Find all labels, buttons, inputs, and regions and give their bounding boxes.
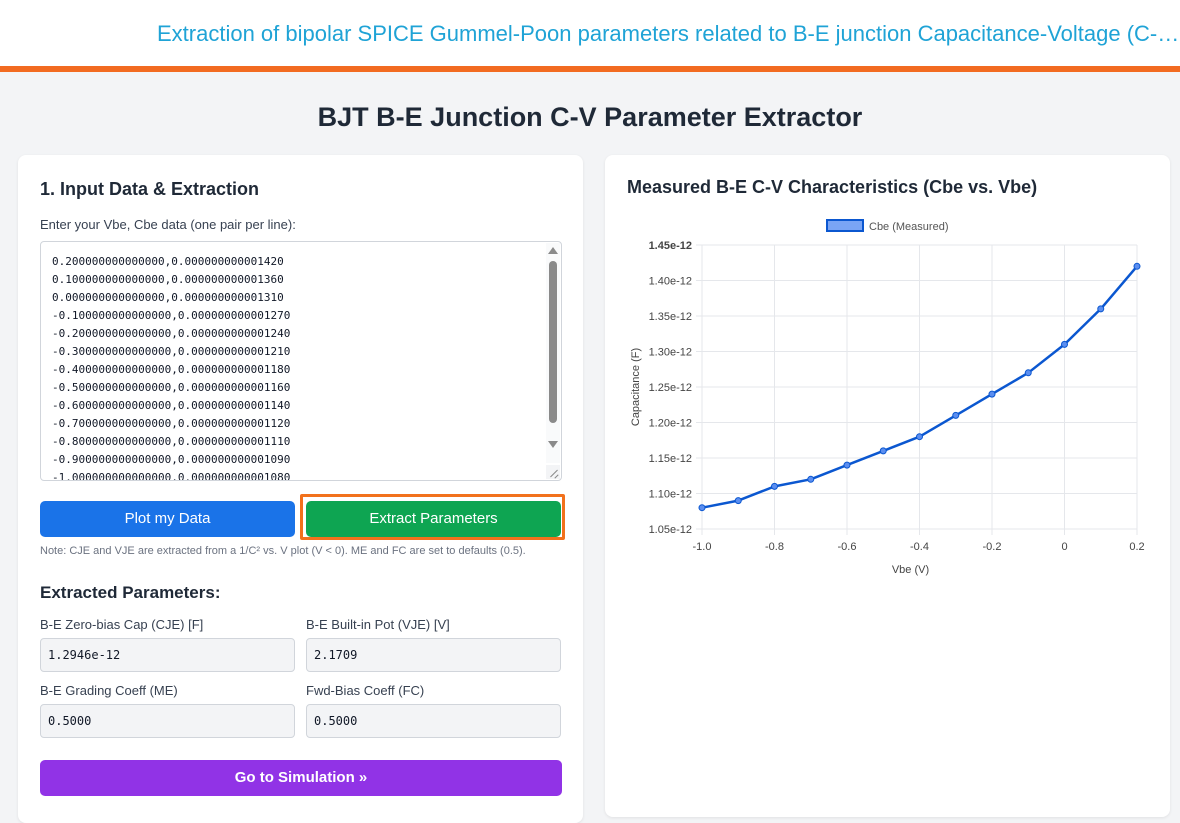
input-panel: 1. Input Data & Extraction Enter your Vb…: [18, 155, 583, 823]
data-point: [879, 447, 887, 455]
data-line: -0.800000000000000,0.000000000001110: [52, 435, 291, 448]
y-tick-label: 1.40e-12: [649, 276, 692, 288]
chart-panel: Measured B-E C-V Characteristics (Cbe vs…: [605, 155, 1170, 817]
data-line: 0.100000000000000,0.000000000001360: [52, 273, 284, 286]
data-line: 0.000000000000000,0.000000000001310: [52, 291, 284, 304]
data-line: -1.000000000000000,0.000000000001080: [52, 471, 291, 481]
header-title: Extraction of bipolar SPICE Gummel-Poon …: [157, 21, 1180, 46]
data-line: -0.400000000000000,0.000000000001180: [52, 363, 291, 376]
plot-data-button[interactable]: Plot my Data: [40, 501, 295, 537]
input-panel-heading: 1. Input Data & Extraction: [40, 179, 260, 199]
data-line: -0.200000000000000,0.000000000001240: [52, 327, 291, 340]
x-tick-label: 0: [1061, 541, 1067, 553]
y-tick-label: 1.15e-12: [649, 453, 692, 465]
data-line: -0.700000000000000,0.000000000001120: [52, 417, 291, 430]
legend-label: Cbe (Measured): [869, 221, 948, 233]
data-line: -0.600000000000000,0.000000000001140: [52, 399, 291, 412]
data-point: [807, 475, 815, 483]
data-point: [1061, 340, 1068, 348]
x-tick-label: 0.2: [1129, 541, 1144, 553]
y-tick-label: 1.35e-12: [649, 311, 692, 323]
y-tick-label: 1.10e-12: [649, 489, 692, 501]
x-tick-label: -1.0: [693, 541, 712, 553]
x-tick-label: -0.6: [838, 541, 857, 553]
data-point: [916, 433, 923, 441]
data-point: [843, 461, 851, 469]
fc-field[interactable]: 0.5000: [306, 704, 561, 738]
data-point: [698, 504, 706, 512]
header-bar: Extraction of bipolar SPICE Gummel-Poon …: [0, 0, 1180, 72]
fc-label: Fwd-Bias Coeff (FC): [306, 683, 425, 698]
data-textarea-content[interactable]: 0.200000000000000,0.000000000001420 0.100…: [52, 253, 291, 481]
y-tick-label: 1.05e-12: [649, 524, 692, 536]
cje-field[interactable]: 1.2946e-12: [40, 638, 295, 672]
textarea-scrollbar[interactable]: [546, 243, 560, 463]
vje-label: B-E Built-in Pot (VJE) [V]: [306, 617, 450, 632]
data-textarea[interactable]: 0.200000000000000,0.000000000001420 0.100…: [40, 241, 562, 481]
vje-field[interactable]: 2.1709: [306, 638, 561, 672]
page-title: BJT B-E Junction C-V Parameter Extractor: [317, 102, 863, 132]
legend-swatch: [826, 219, 864, 232]
y-axis-label: Capacitance (F): [630, 348, 642, 426]
cje-label: B-E Zero-bias Cap (CJE) [F]: [40, 617, 204, 632]
data-point: [1097, 305, 1105, 313]
chart-heading: Measured B-E C-V Characteristics (Cbe vs…: [627, 177, 1038, 197]
scroll-up-icon[interactable]: [548, 247, 558, 254]
go-to-simulation-button[interactable]: Go to Simulation »: [40, 760, 562, 796]
data-point: [734, 497, 742, 505]
extract-parameters-button[interactable]: Extract Parameters: [306, 501, 561, 537]
data-point: [1024, 369, 1032, 377]
x-axis-label: Vbe (V): [892, 564, 929, 576]
y-tick-label: 1.45e-12: [649, 240, 692, 252]
extracted-heading: Extracted Parameters:: [40, 583, 221, 602]
data-line: 0.200000000000000,0.000000000001420: [52, 255, 284, 268]
data-point: [988, 390, 996, 398]
y-tick-label: 1.30e-12: [649, 347, 692, 359]
extraction-note: Note: CJE and VJE are extracted from a 1…: [40, 545, 526, 557]
scroll-thumb[interactable]: [549, 261, 557, 423]
data-point: [952, 411, 960, 419]
me-field[interactable]: 0.5000: [40, 704, 295, 738]
y-tick-label: 1.20e-12: [649, 418, 692, 430]
x-tick-label: -0.2: [983, 541, 1002, 553]
data-line: -0.900000000000000,0.000000000001090: [52, 453, 291, 466]
resize-handle-icon[interactable]: [546, 465, 560, 479]
cv-chart: 1.05e-12 1.10e-12 1.15e-12 1.20e-12 1.25e-12…: [630, 219, 1145, 576]
x-tick-label: -0.8: [765, 541, 784, 553]
data-input-label: Enter your Vbe, Cbe data (one pair per l…: [40, 217, 296, 232]
data-line: -0.100000000000000,0.000000000001270: [52, 309, 291, 322]
scroll-down-icon[interactable]: [548, 441, 558, 448]
data-point: [1133, 262, 1141, 270]
x-tick-label: -0.4: [910, 541, 929, 553]
y-tick-label: 1.25e-12: [649, 382, 692, 394]
data-line: -0.300000000000000,0.000000000001210: [52, 345, 291, 358]
me-label: B-E Grading Coeff (ME): [40, 683, 178, 698]
data-line: -0.500000000000000,0.000000000001160: [52, 381, 291, 394]
data-point: [771, 482, 778, 490]
